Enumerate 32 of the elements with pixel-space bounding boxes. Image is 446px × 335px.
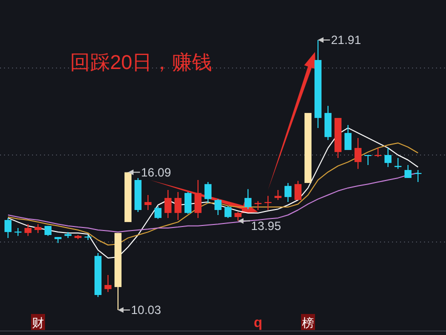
candlestick	[264, 195, 272, 210]
candlestick	[104, 274, 112, 293]
annotation: 16.09	[141, 165, 172, 180]
candlestick	[154, 206, 162, 220]
annotation: 10.03	[131, 303, 162, 317]
annotation: 13.95	[251, 218, 282, 233]
candlestick	[284, 182, 292, 203]
candlestick	[344, 124, 352, 150]
candlestick	[414, 170, 422, 183]
candlestick	[274, 190, 282, 200]
candlestick	[24, 224, 32, 236]
text: 回踩20日，赚钱	[70, 52, 212, 74]
candlestick	[4, 217, 12, 238]
candlestick	[194, 180, 202, 218]
candlestick	[354, 137, 362, 170]
candlestick	[224, 206, 232, 218]
candlestick	[294, 180, 302, 200]
candlestick	[174, 192, 182, 220]
candlestick	[384, 147, 392, 168]
candlestick	[164, 190, 172, 218]
candlestick	[244, 188, 252, 210]
candlestick	[204, 182, 212, 204]
x-tick-label: q	[254, 314, 262, 330]
x-tick-label: 财	[32, 316, 44, 330]
annotation: 21.91	[331, 33, 362, 47]
candlestick	[404, 164, 412, 178]
candlestick	[214, 198, 222, 216]
candlestick	[364, 154, 372, 166]
candlestick	[144, 194, 152, 210]
candlestick	[374, 147, 382, 158]
x-tick-label: 榜	[302, 316, 314, 330]
candlestick	[184, 192, 192, 214]
